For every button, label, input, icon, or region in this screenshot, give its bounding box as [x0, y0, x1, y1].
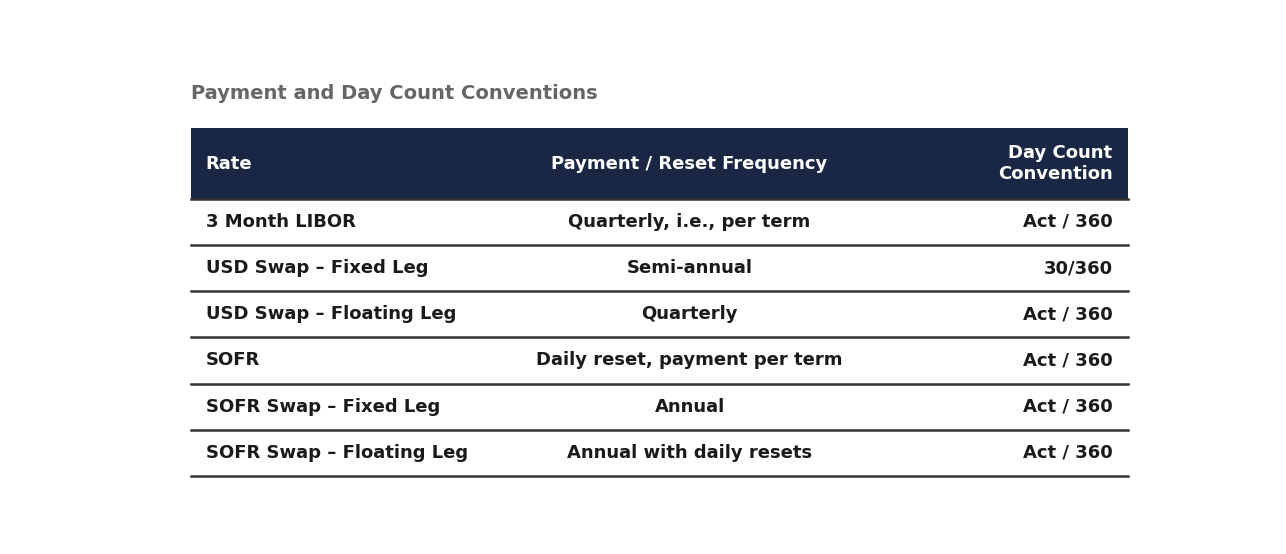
Text: Act / 360: Act / 360 — [1022, 305, 1112, 323]
Text: Day Count
Convention: Day Count Convention — [998, 144, 1112, 183]
Text: Act / 360: Act / 360 — [1022, 351, 1112, 370]
Text: Rate: Rate — [206, 155, 252, 172]
Text: Act / 360: Act / 360 — [1022, 213, 1112, 231]
Bar — [190, 383, 1128, 430]
Text: USD Swap – Floating Leg: USD Swap – Floating Leg — [206, 305, 457, 323]
Text: Annual with daily resets: Annual with daily resets — [567, 444, 813, 462]
Text: SOFR Swap – Floating Leg: SOFR Swap – Floating Leg — [206, 444, 468, 462]
Bar — [190, 291, 1128, 337]
Text: Semi-annual: Semi-annual — [626, 259, 752, 277]
Text: SOFR: SOFR — [206, 351, 260, 370]
Bar — [190, 430, 1128, 476]
Text: Quarterly: Quarterly — [642, 305, 738, 323]
Bar — [190, 245, 1128, 291]
Bar — [190, 129, 1128, 199]
Text: Daily reset, payment per term: Daily reset, payment per term — [536, 351, 842, 370]
Text: SOFR Swap – Fixed Leg: SOFR Swap – Fixed Leg — [206, 398, 440, 416]
Text: 30/360: 30/360 — [1043, 259, 1112, 277]
Text: USD Swap – Fixed Leg: USD Swap – Fixed Leg — [206, 259, 428, 277]
Text: Annual: Annual — [655, 398, 725, 416]
Text: Payment and Day Count Conventions: Payment and Day Count Conventions — [190, 84, 597, 102]
Bar — [190, 337, 1128, 383]
Text: 3 Month LIBOR: 3 Month LIBOR — [206, 213, 355, 231]
Text: Act / 360: Act / 360 — [1022, 444, 1112, 462]
Bar — [190, 199, 1128, 245]
Text: Act / 360: Act / 360 — [1022, 398, 1112, 416]
Text: Payment / Reset Frequency: Payment / Reset Frequency — [552, 155, 828, 172]
Text: Quarterly, i.e., per term: Quarterly, i.e., per term — [568, 213, 810, 231]
